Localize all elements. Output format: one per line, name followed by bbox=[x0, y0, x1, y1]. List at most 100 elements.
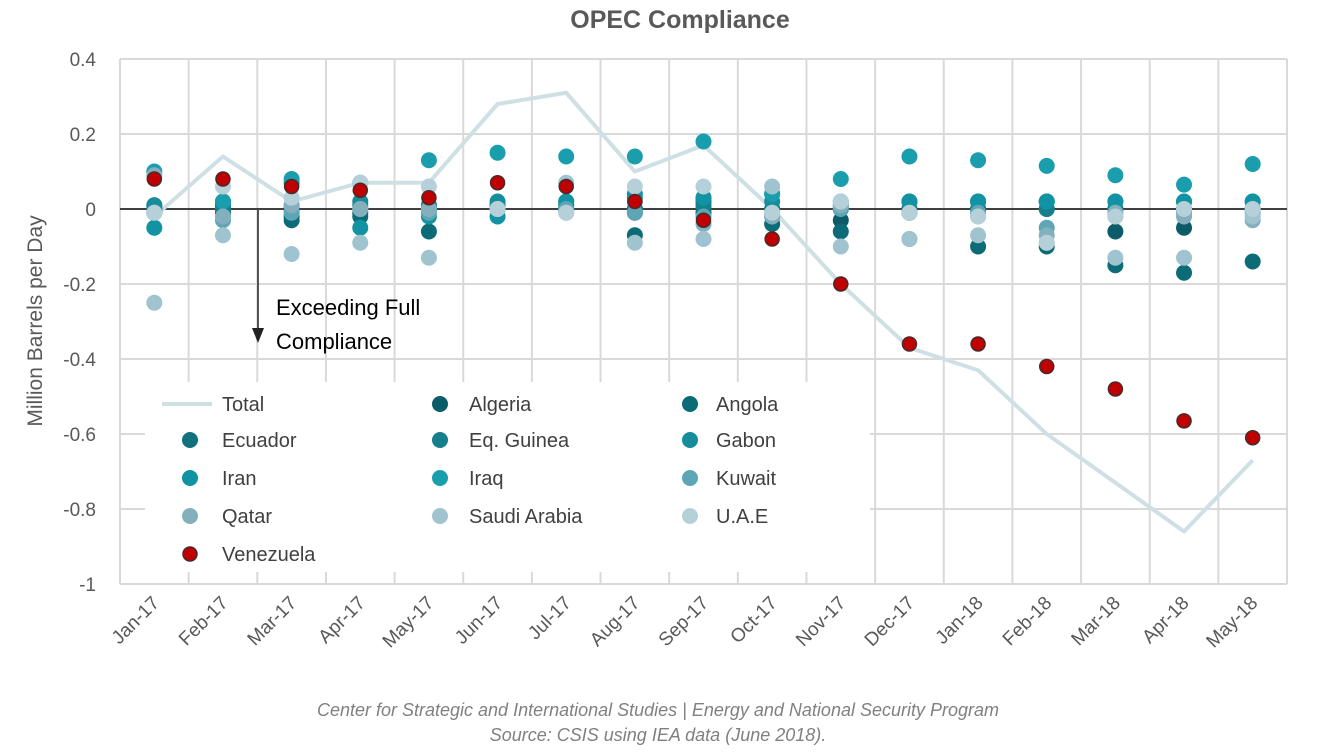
legend-item: Angola bbox=[682, 394, 779, 416]
point-u-a-e bbox=[626, 178, 643, 195]
legend-label: Kuwait bbox=[716, 468, 776, 490]
point-venezuela bbox=[1244, 430, 1261, 446]
x-tick-label: Mar-18 bbox=[1068, 593, 1125, 650]
point-venezuela bbox=[1038, 358, 1055, 375]
point-saudi-arabia bbox=[146, 294, 163, 311]
y-tick-labels: 0.4 0.2 0 -0.2 -0.4 -0.6 -0.8 -1 bbox=[63, 50, 96, 596]
point-venezuela bbox=[352, 182, 369, 198]
point-venezuela bbox=[215, 171, 231, 187]
point-u-a-e bbox=[1176, 201, 1193, 217]
y-tick-label: -0.6 bbox=[63, 425, 96, 446]
annotation-line-1: Exceeding Full bbox=[276, 295, 420, 320]
point-u-a-e bbox=[1107, 208, 1124, 225]
point-iran bbox=[970, 193, 987, 210]
point-iraq bbox=[832, 171, 849, 187]
point-angola bbox=[832, 223, 849, 240]
point-kuwait bbox=[626, 204, 643, 221]
point-venezuela bbox=[489, 175, 506, 191]
point-u-a-e bbox=[146, 204, 163, 221]
point-venezuela bbox=[901, 336, 918, 352]
footer-source: Source: CSIS using IEA data (June 2018). bbox=[490, 725, 827, 745]
point-u-a-e bbox=[1244, 201, 1261, 217]
legend-marker-swatch bbox=[682, 432, 698, 448]
point-saudi-arabia bbox=[901, 231, 918, 247]
point-algeria bbox=[832, 212, 849, 229]
point-algeria bbox=[1176, 219, 1193, 236]
y-tick-label: -0.2 bbox=[63, 275, 96, 296]
point-saudi-arabia bbox=[352, 234, 369, 251]
legend-item: Eq. Guinea bbox=[432, 430, 570, 452]
point-u-a-e bbox=[1038, 234, 1055, 251]
x-tick-label: Apr-18 bbox=[1138, 593, 1193, 648]
point-venezuela bbox=[558, 178, 574, 195]
legend-label: Iran bbox=[222, 468, 256, 490]
point-venezuela bbox=[695, 212, 712, 228]
point-u-a-e bbox=[832, 193, 849, 210]
data-points bbox=[146, 133, 1261, 446]
point-u-a-e bbox=[558, 204, 575, 221]
point-venezuela bbox=[283, 178, 300, 195]
legend-label: Saudi Arabia bbox=[469, 506, 583, 528]
point-u-a-e bbox=[489, 201, 506, 217]
x-tick-label: Jan-18 bbox=[932, 593, 988, 649]
x-tick-labels: Jan-17 Feb-17 Mar-17 Apr-17 May-17 Jun-17 Jul-… bbox=[108, 593, 1262, 653]
x-tick-label: Feb-18 bbox=[999, 593, 1056, 650]
point-angola bbox=[1176, 264, 1193, 281]
x-tick-label: Nov-17 bbox=[792, 593, 850, 651]
legend-label: Ecuador bbox=[222, 430, 297, 452]
legend-item: Kuwait bbox=[682, 468, 776, 490]
point-saudi-arabia bbox=[764, 178, 781, 195]
legend-marker-swatch bbox=[682, 396, 698, 412]
legend-marker-swatch bbox=[682, 470, 698, 486]
x-tick-label: Jul-17 bbox=[524, 593, 575, 644]
legend-marker-swatch bbox=[682, 508, 698, 524]
point-iraq bbox=[626, 148, 643, 165]
legend-item: Ecuador bbox=[182, 430, 297, 452]
x-tick-label: Jun-17 bbox=[451, 593, 507, 649]
x-tick-label: Dec-17 bbox=[861, 593, 919, 651]
point-iraq bbox=[214, 193, 231, 210]
legend-label: Venezuela bbox=[222, 544, 316, 566]
legend-label: U.A.E bbox=[716, 506, 768, 528]
x-tick-label: Mar-17 bbox=[244, 593, 301, 650]
point-iraq bbox=[970, 152, 987, 169]
point-u-a-e bbox=[695, 178, 712, 195]
x-tick-label: Aug-17 bbox=[586, 593, 644, 651]
legend-item: Total bbox=[162, 394, 264, 416]
annotation-line-2: Compliance bbox=[276, 329, 392, 354]
legend-marker-swatch bbox=[182, 546, 198, 562]
x-tick-label: Jan-17 bbox=[108, 593, 164, 649]
y-tick-label: -1 bbox=[79, 575, 96, 596]
legend-marker-swatch bbox=[432, 432, 448, 448]
point-venezuela bbox=[1107, 381, 1124, 397]
point-iraq bbox=[901, 148, 918, 165]
legend-label: Angola bbox=[716, 394, 779, 416]
point-saudi-arabia bbox=[832, 238, 849, 255]
point-saudi-arabia bbox=[283, 246, 300, 262]
x-tick-label: Sep-17 bbox=[655, 593, 713, 651]
point-saudi-arabia bbox=[695, 231, 712, 247]
point-iran bbox=[1107, 193, 1124, 210]
legend-label: Gabon bbox=[716, 430, 776, 452]
point-angola bbox=[970, 238, 987, 255]
point-saudi-arabia bbox=[970, 227, 987, 244]
point-iraq bbox=[558, 148, 575, 165]
point-venezuela bbox=[833, 276, 849, 292]
point-angola bbox=[1244, 253, 1261, 270]
y-tick-label: 0.2 bbox=[70, 125, 96, 146]
legend-item: Iraq bbox=[432, 468, 503, 490]
point-saudi-arabia bbox=[626, 234, 643, 251]
point-iraq bbox=[695, 133, 712, 150]
point-iraq bbox=[420, 152, 437, 169]
point-iran bbox=[1038, 193, 1055, 210]
legend-marker-swatch bbox=[182, 508, 198, 524]
legend-item: Qatar bbox=[182, 506, 272, 528]
legend-label: Algeria bbox=[469, 394, 532, 416]
y-tick-label: 0 bbox=[85, 200, 96, 221]
x-tick-label: May-17 bbox=[379, 593, 439, 653]
point-iran bbox=[695, 189, 712, 206]
point-iraq bbox=[1038, 157, 1055, 174]
legend-label: Total bbox=[222, 394, 264, 416]
point-iraq bbox=[1176, 176, 1193, 193]
